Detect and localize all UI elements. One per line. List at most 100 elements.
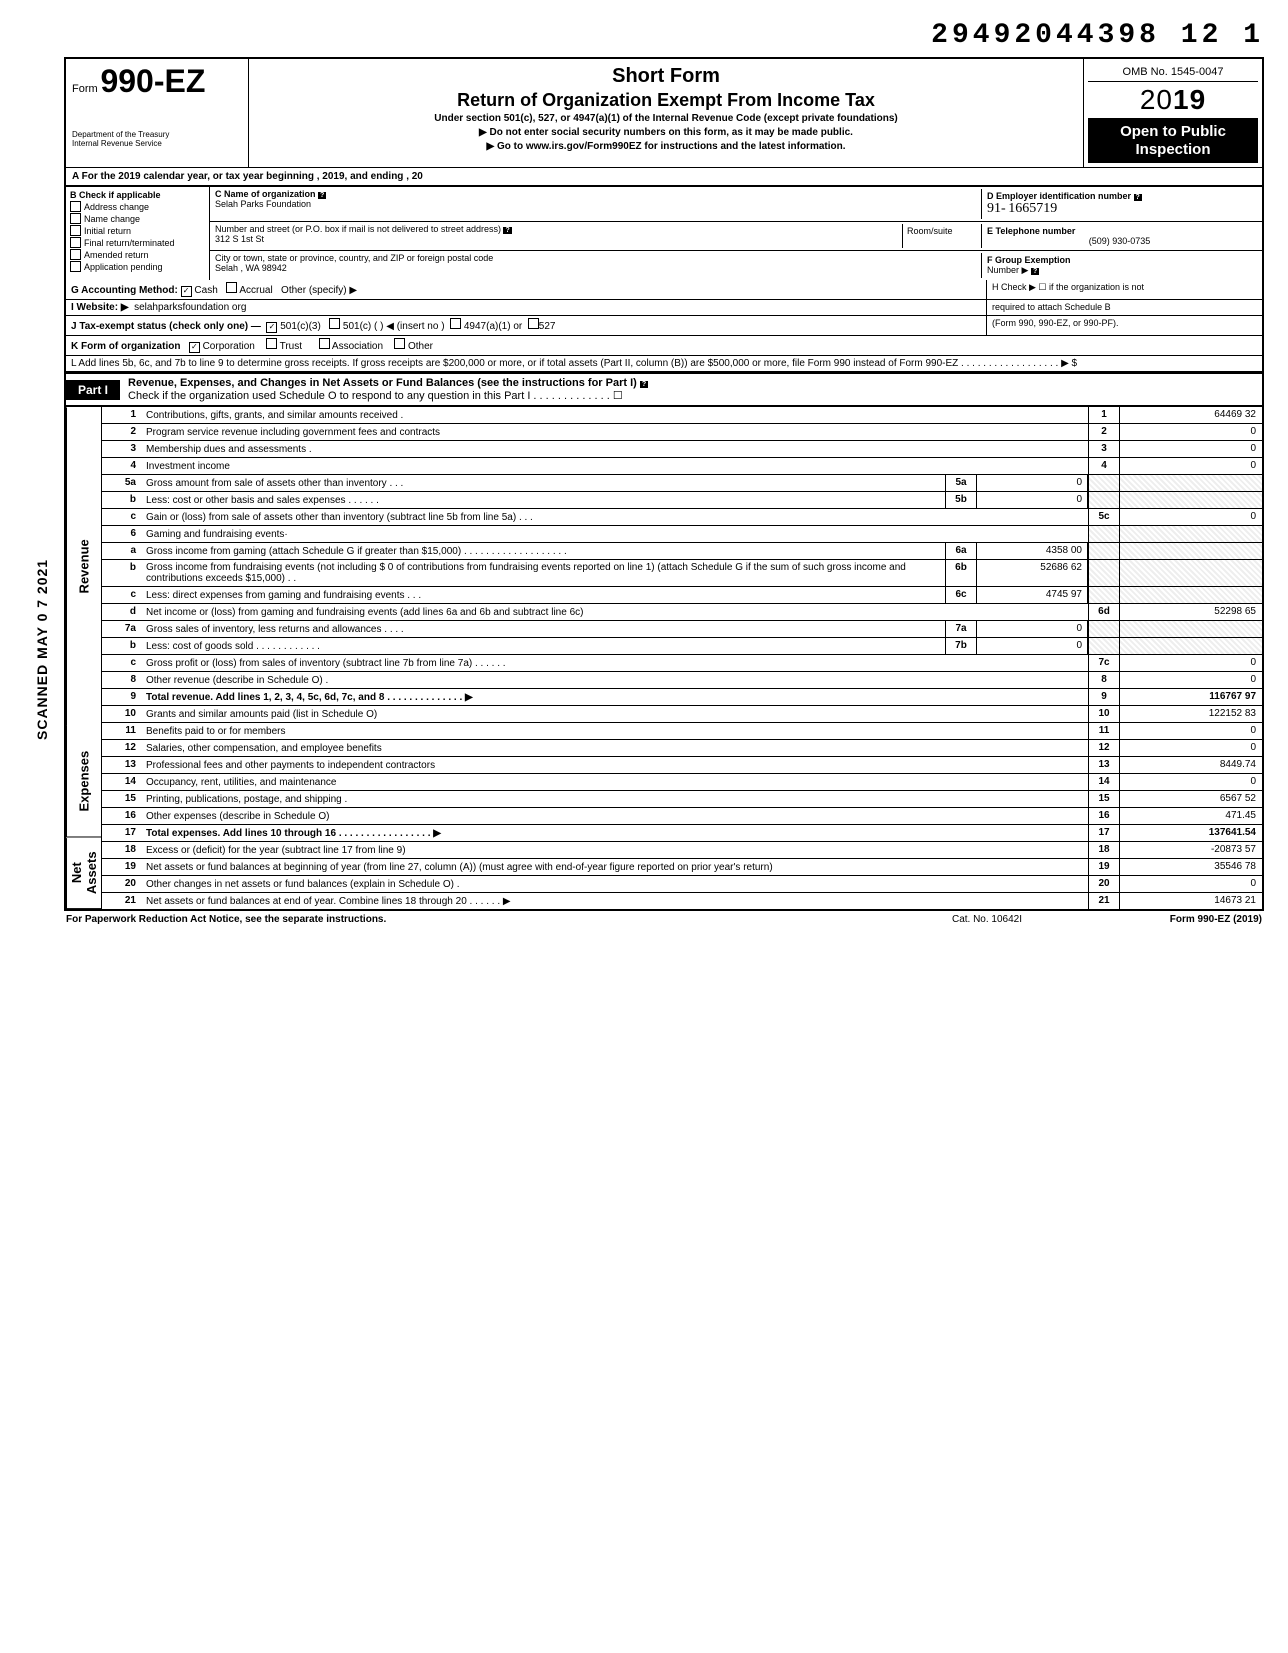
footer-paperwork: For Paperwork Reduction Act Notice, see … (66, 914, 912, 925)
cb-cash[interactable]: ✓ (181, 286, 192, 297)
line-text: Net assets or fund balances at end of ye… (142, 893, 1088, 909)
line-21: 21Net assets or fund balances at end of … (102, 893, 1262, 909)
right-val (1119, 638, 1262, 654)
inner-val: 0 (977, 638, 1088, 654)
row-g: G Accounting Method: ✓ Cash Accrual Othe… (64, 280, 1264, 300)
scanned-stamp: SCANNED MAY 0 7 2021 (34, 559, 50, 740)
cb-initial-return[interactable]: Initial return (70, 225, 205, 236)
inner-num: 6b (945, 560, 977, 586)
cb-association[interactable] (319, 338, 330, 349)
line-num: 12 (102, 740, 142, 756)
line-text: Investment income (142, 458, 1088, 474)
row-a-tax-year: A For the 2019 calendar year, or tax yea… (64, 167, 1264, 187)
help-icon[interactable]: ? (1134, 194, 1142, 201)
line-text: Gross sales of inventory, less returns a… (142, 621, 945, 637)
block-bcdef: B Check if applicable Address change Nam… (64, 187, 1264, 280)
right-num (1088, 587, 1119, 603)
right-val (1119, 560, 1262, 586)
line-16: 16Other expenses (describe in Schedule O… (102, 808, 1262, 825)
line-text: Other revenue (describe in Schedule O) . (142, 672, 1088, 688)
cb-501c3[interactable]: ✓ (266, 322, 277, 333)
k-label: K Form of organization (71, 341, 180, 352)
top-doc-number: 29492044398 12 1 (64, 20, 1264, 51)
help-icon[interactable]: ? (318, 192, 326, 199)
line-19: 19Net assets or fund balances at beginni… (102, 859, 1262, 876)
cb-application-pending[interactable]: Application pending (70, 261, 205, 272)
cb-address-change[interactable]: Address change (70, 201, 205, 212)
line-num: b (102, 560, 142, 586)
right-num (1088, 475, 1119, 491)
line-text: Excess or (deficit) for the year (subtra… (142, 842, 1088, 858)
right-val (1119, 621, 1262, 637)
line-15: 15Printing, publications, postage, and s… (102, 791, 1262, 808)
line-10: 10Grants and similar amounts paid (list … (102, 706, 1262, 723)
short-form-title: Short Form (257, 65, 1075, 88)
cb-corporation[interactable]: ✓ (189, 342, 200, 353)
cb-other-org[interactable] (394, 338, 405, 349)
line-num: 19 (102, 859, 142, 875)
cb-4947[interactable] (450, 318, 461, 329)
inner-num: 7a (945, 621, 977, 637)
line-7a: 7aGross sales of inventory, less returns… (102, 621, 1262, 638)
cb-501c[interactable] (329, 318, 340, 329)
cb-trust[interactable] (266, 338, 277, 349)
inner-num: 5a (945, 475, 977, 491)
line-11: 11Benefits paid to or for members110 (102, 723, 1262, 740)
line-num: 2 (102, 424, 142, 440)
right-num: 9 (1088, 689, 1119, 705)
h-text-3: (Form 990, 990-EZ, or 990-PF). (986, 316, 1262, 335)
line-num: 7a (102, 621, 142, 637)
right-val: 6567 52 (1119, 791, 1262, 807)
line-5b: bLess: cost or other basis and sales exp… (102, 492, 1262, 509)
right-val: 137641.54 (1119, 825, 1262, 841)
line-num: 10 (102, 706, 142, 722)
cb-amended[interactable]: Amended return (70, 249, 205, 260)
cb-527[interactable] (528, 318, 539, 329)
cb-final-return[interactable]: Final return/terminated (70, 237, 205, 248)
line-18: 18Excess or (deficit) for the year (subt… (102, 842, 1262, 859)
right-num (1088, 621, 1119, 637)
right-num: 6d (1088, 604, 1119, 620)
row-k: K Form of organization ✓ Corporation Tru… (64, 336, 1264, 356)
right-val: 471.45 (1119, 808, 1262, 824)
line-text: Gain or (loss) from sale of assets other… (142, 509, 1088, 525)
line-num: 18 (102, 842, 142, 858)
street-value: 312 S 1st St (215, 234, 902, 244)
right-val (1119, 543, 1262, 559)
right-num: 10 (1088, 706, 1119, 722)
line-13: 13Professional fees and other payments t… (102, 757, 1262, 774)
line-6d: dNet income or (loss) from gaming and fu… (102, 604, 1262, 621)
cb-name-change[interactable]: Name change (70, 213, 205, 224)
right-val: 122152 83 (1119, 706, 1262, 722)
right-num: 1 (1088, 407, 1119, 423)
line-20: 20Other changes in net assets or fund ba… (102, 876, 1262, 893)
cb-accrual[interactable] (226, 282, 237, 293)
right-num: 14 (1088, 774, 1119, 790)
right-val: 0 (1119, 774, 1262, 790)
form-prefix: Form (72, 83, 98, 95)
right-num: 8 (1088, 672, 1119, 688)
inner-val: 0 (977, 621, 1088, 637)
website-value: selahparksfoundation org (134, 302, 246, 313)
line-text: Contributions, gifts, grants, and simila… (142, 407, 1088, 423)
right-num (1088, 638, 1119, 654)
right-val: 64469 32 (1119, 407, 1262, 423)
line-num: 4 (102, 458, 142, 474)
help-icon[interactable]: ? (503, 227, 511, 234)
return-title: Return of Organization Exempt From Incom… (257, 90, 1075, 111)
help-icon[interactable]: ? (640, 381, 648, 388)
help-icon[interactable]: ? (1031, 268, 1039, 275)
inner-val: 4358 00 (977, 543, 1088, 559)
line-text: Gross income from fundraising events (no… (142, 560, 945, 586)
inner-val: 4745 97 (977, 587, 1088, 603)
line-6b: bGross income from fundraising events (n… (102, 560, 1262, 587)
footer: For Paperwork Reduction Act Notice, see … (64, 911, 1264, 928)
footer-form: Form 990-EZ (2019) (1062, 914, 1262, 925)
tax-year: 2019 (1088, 82, 1258, 119)
right-num: 3 (1088, 441, 1119, 457)
g-other: Other (specify) ▶ (281, 285, 357, 296)
right-num (1088, 526, 1119, 542)
line-17: 17Total expenses. Add lines 10 through 1… (102, 825, 1262, 842)
line-3: 3Membership dues and assessments .30 (102, 441, 1262, 458)
line-text: Membership dues and assessments . (142, 441, 1088, 457)
